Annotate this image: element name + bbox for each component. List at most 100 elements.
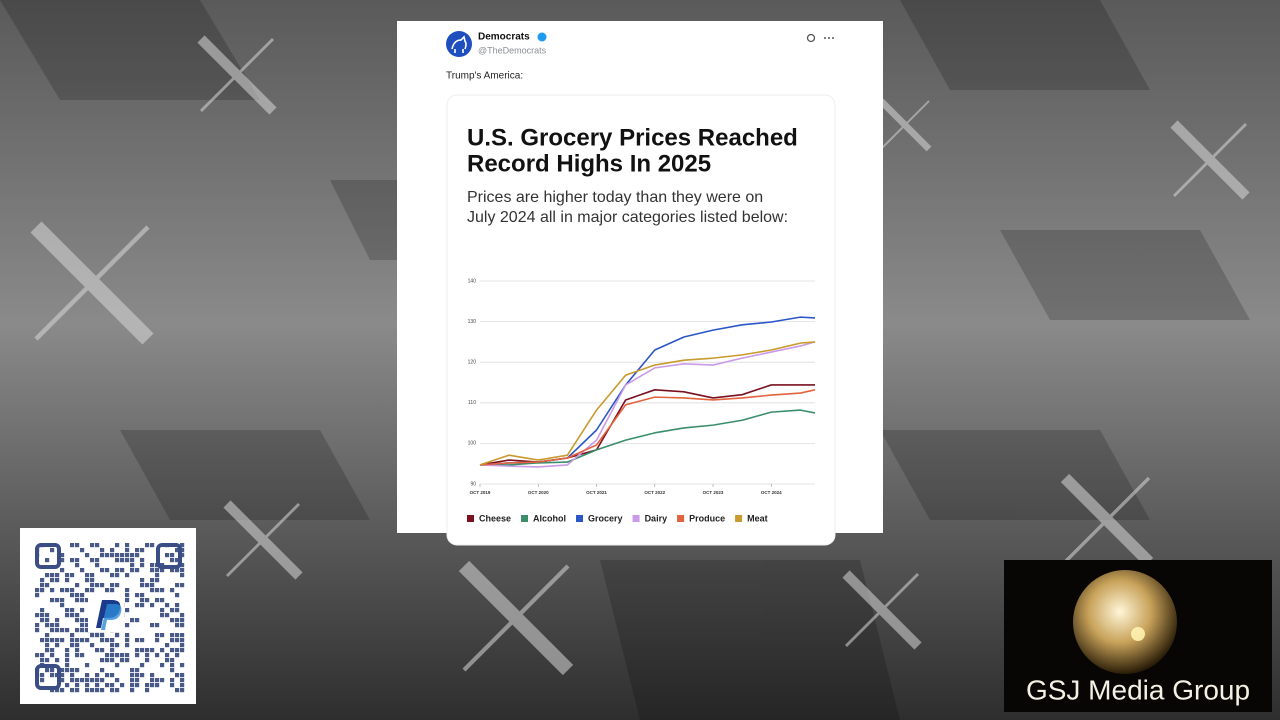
qr-module [170, 678, 175, 683]
qr-module [90, 688, 95, 693]
qr-module [135, 618, 140, 623]
author-handle: @TheDemocrats [478, 45, 547, 55]
qr-module [45, 618, 50, 623]
qr-module [150, 603, 155, 608]
qr-module [175, 688, 180, 693]
qr-module [75, 598, 80, 603]
qr-module [170, 558, 175, 563]
qr-module [60, 558, 65, 563]
qr-module [80, 548, 85, 553]
qr-module [105, 588, 110, 593]
more-icon[interactable] [824, 37, 834, 39]
qr-module [105, 673, 110, 678]
qr-module [125, 543, 130, 548]
qr-module [40, 653, 45, 658]
x-tick-label: OCT 2020 [528, 490, 549, 495]
qr-module [180, 618, 185, 623]
qr-module [130, 568, 135, 573]
qr-module [35, 653, 40, 658]
qr-module [180, 678, 185, 683]
qr-module [145, 648, 150, 653]
author-name: Democrats [478, 32, 530, 43]
qr-module [110, 548, 115, 553]
x-logo-stroke [880, 100, 930, 150]
qr-module [160, 613, 165, 618]
qr-module [65, 648, 70, 653]
qr-module [135, 593, 140, 598]
qr-module [110, 648, 115, 653]
qr-module [140, 603, 145, 608]
qr-module [75, 683, 80, 688]
qr-module [180, 683, 185, 688]
qr-module [115, 553, 120, 558]
qr-module [175, 618, 180, 623]
qr-module [80, 678, 85, 683]
qr-module [175, 608, 180, 613]
qr-module [60, 678, 65, 683]
qr-module [70, 688, 75, 693]
qr-module [170, 608, 175, 613]
qr-module [85, 573, 90, 578]
qr-module [160, 633, 165, 638]
qr-module [135, 638, 140, 643]
qr-module [105, 683, 110, 688]
qr-module [135, 673, 140, 678]
series-line [479, 341, 816, 466]
qr-module [140, 548, 145, 553]
qr-module [145, 598, 150, 603]
qr-module [140, 638, 145, 643]
qr-module [55, 643, 60, 648]
qr-module [70, 588, 75, 593]
legend-swatch [467, 515, 474, 522]
qr-module [155, 633, 160, 638]
qr-module [155, 678, 160, 683]
qr-module [45, 668, 50, 673]
qr-module [150, 623, 155, 628]
qr-module [100, 553, 105, 558]
qr-module [180, 673, 185, 678]
qr-module [125, 608, 130, 613]
qr-module [65, 683, 70, 688]
qr-module [100, 668, 105, 673]
qr-module [35, 623, 40, 628]
qr-module [120, 658, 125, 663]
qr-module [70, 668, 75, 673]
qr-module [145, 658, 150, 663]
qr-module [85, 623, 90, 628]
qr-module [160, 588, 165, 593]
legend-swatch [735, 515, 743, 522]
qr-module [125, 598, 130, 603]
qr-module [80, 593, 85, 598]
chart-subtitle: Prices are higher today than they were o… [467, 189, 763, 206]
qr-module [75, 643, 80, 648]
qr-module [55, 638, 60, 643]
qr-module [135, 603, 140, 608]
qr-module [60, 668, 65, 673]
paypal-logo-overlay [101, 604, 122, 630]
qr-module [80, 638, 85, 643]
qr-module [85, 553, 90, 558]
qr-module [155, 588, 160, 593]
qr-module [70, 558, 75, 563]
qr-module [115, 573, 120, 578]
qr-module [165, 613, 170, 618]
qr-module [130, 673, 135, 678]
qr-module [60, 638, 65, 643]
qr-module [50, 648, 55, 653]
qr-module [80, 568, 85, 573]
qr-module [150, 683, 155, 688]
qr-module [60, 598, 65, 603]
qr-module [75, 638, 80, 643]
qr-module [100, 678, 105, 683]
qr-module [180, 643, 185, 648]
grok-icon[interactable] [806, 33, 816, 43]
qr-module [90, 588, 95, 593]
qr-module [110, 688, 115, 693]
qr-module [170, 683, 175, 688]
qr-module [65, 658, 70, 663]
legend-swatch [677, 515, 685, 522]
qr-module [100, 688, 105, 693]
x-logo-stroke [1172, 122, 1248, 198]
qr-module [125, 548, 130, 553]
qr-module [130, 563, 135, 568]
